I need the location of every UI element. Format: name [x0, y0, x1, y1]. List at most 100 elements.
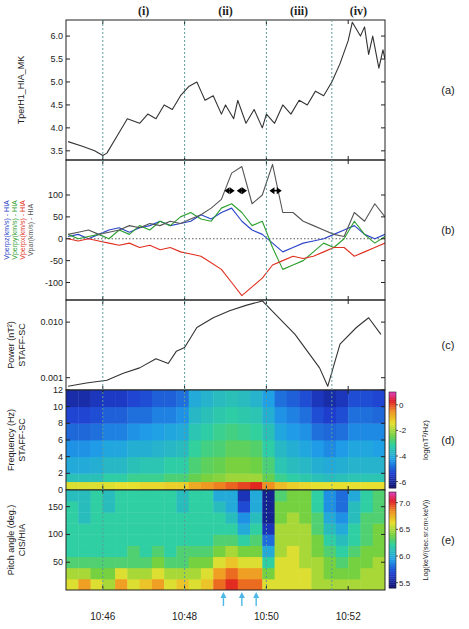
heat-cell — [373, 534, 385, 546]
heat-cell — [213, 482, 226, 490]
double-arrow — [224, 187, 234, 194]
heat-cell — [140, 512, 153, 524]
colorbar-tick — [396, 430, 398, 431]
y-tick — [381, 562, 385, 563]
y-tick — [66, 59, 70, 60]
colorbar-step — [389, 471, 396, 473]
y-tick-label: -50 — [50, 256, 63, 266]
heat-cell — [103, 390, 116, 407]
interval-divider — [184, 20, 185, 590]
y-tick — [381, 534, 385, 535]
y-tick — [66, 36, 70, 37]
colorbar-step — [389, 584, 396, 586]
interval-divider — [331, 20, 332, 590]
heat-cell — [262, 546, 275, 558]
heat-cell — [360, 423, 373, 440]
heat-cell — [373, 457, 385, 474]
heat-cell — [176, 407, 189, 424]
heat-cell — [115, 568, 128, 580]
heat-cell — [176, 482, 189, 490]
heat-cell — [226, 546, 239, 558]
y-tick-label: 4.5 — [50, 100, 63, 110]
heat-cell — [262, 473, 275, 482]
heat-cell — [164, 490, 177, 502]
heat-cell — [66, 440, 79, 457]
series-label: Vperpx(km/s) - HIA — [19, 200, 27, 260]
heat-cell — [140, 557, 153, 569]
heat-cell — [238, 423, 251, 440]
heat-cell — [213, 579, 226, 590]
y-tick — [66, 150, 70, 151]
heat-cell — [238, 523, 251, 535]
colorbar-step — [389, 478, 396, 480]
y-tick — [381, 456, 385, 457]
heat-cell — [324, 512, 337, 524]
heat-cell — [262, 490, 275, 502]
heat-cell — [311, 557, 324, 569]
heat-cell — [66, 557, 79, 569]
colorbar-step — [389, 538, 396, 540]
y-tick — [381, 260, 385, 261]
heat-cell — [164, 557, 177, 569]
heat-cell — [226, 473, 239, 482]
x-tick — [348, 586, 349, 590]
y-tick-label: 150 — [48, 502, 63, 512]
heat-cell — [91, 534, 104, 546]
colorbar-step — [389, 555, 396, 557]
y-tick-label: 2 — [58, 468, 63, 478]
heat-cell — [115, 440, 128, 457]
heat-cell — [336, 423, 349, 440]
heat-cell — [189, 473, 202, 482]
heat-cell — [103, 501, 116, 513]
panel-letter: (c) — [442, 339, 455, 351]
heat-cell — [91, 390, 104, 407]
colorbar-step — [389, 453, 396, 455]
heat-cell — [360, 482, 373, 490]
y-tick — [381, 506, 385, 507]
heat-cell — [201, 579, 214, 590]
series-label: Vperpz(km/s) - HIA — [3, 200, 11, 260]
heat-cell — [238, 473, 251, 482]
heat-cell — [66, 423, 79, 440]
heat-cell — [140, 423, 153, 440]
heat-cell — [373, 523, 385, 535]
heat-cell — [66, 579, 79, 590]
heat-cell — [324, 534, 337, 546]
heat-cell — [287, 473, 300, 482]
y-tick-label: 4.0 — [50, 123, 63, 133]
heat-cell — [176, 579, 189, 590]
heat-cell — [213, 512, 226, 524]
heat-cell — [140, 390, 153, 407]
heat-cell — [238, 579, 251, 590]
heat-cell — [299, 523, 312, 535]
heat-cell — [66, 482, 79, 490]
heat-cell — [262, 407, 275, 424]
heat-cell — [238, 490, 251, 502]
heat-cell — [91, 523, 104, 535]
colorbar-step — [389, 398, 396, 400]
heat-cell — [103, 534, 116, 546]
y-tick — [66, 195, 70, 196]
heat-cell — [299, 512, 312, 524]
x-tick — [348, 390, 349, 394]
heat-cell — [152, 501, 165, 513]
heat-cell — [311, 546, 324, 558]
heat-cell — [78, 407, 91, 424]
interval-divider — [102, 20, 103, 590]
y-tick — [66, 216, 70, 217]
heat-cell — [164, 457, 177, 474]
y-tick-label: 4 — [58, 452, 63, 462]
heat-cell — [275, 534, 288, 546]
heat-cell — [299, 457, 312, 474]
heat-cell — [140, 579, 153, 590]
colorbar-step — [389, 498, 396, 500]
y-tick — [381, 473, 385, 474]
heat-cell — [299, 482, 312, 490]
heat-cell — [226, 557, 239, 569]
heat-cell — [336, 390, 349, 407]
heat-cell — [189, 501, 202, 513]
y-tick — [66, 282, 70, 283]
heat-cell — [250, 440, 263, 457]
heat-cell — [360, 557, 373, 569]
double-arrow — [269, 187, 281, 194]
